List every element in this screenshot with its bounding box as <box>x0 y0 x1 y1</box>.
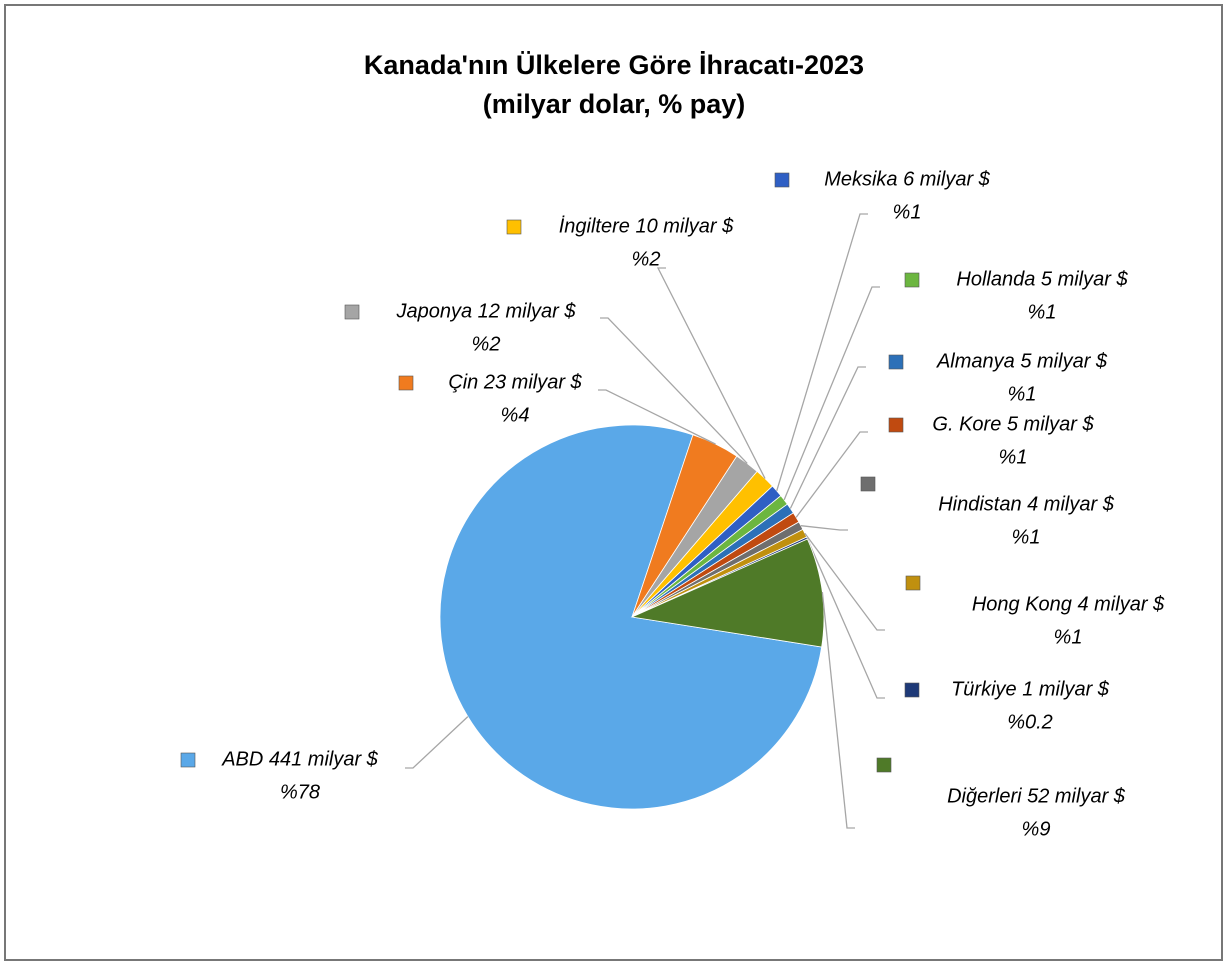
data-label: İngiltere 10 milyar $ <box>559 215 734 237</box>
share-label: %4 <box>501 404 530 426</box>
data-label: Hollanda 5 milyar $ <box>956 268 1128 290</box>
leader-line <box>789 366 866 509</box>
share-label: %9 <box>1022 818 1051 840</box>
data-label: Almanya 5 milyar $ <box>936 350 1108 372</box>
legend-swatch <box>904 682 920 698</box>
data-label: Diğerleri 52 milyar $ <box>947 785 1126 807</box>
leader-line <box>598 389 716 445</box>
chart-subtitle: (milyar dolar, % pay) <box>483 89 746 119</box>
leader-line <box>656 267 766 479</box>
legend-swatch <box>888 354 904 370</box>
share-label: %1 <box>1008 383 1037 405</box>
data-label: Hindistan 4 milyar $ <box>938 493 1115 515</box>
legend-swatch <box>876 757 892 773</box>
legend-swatch <box>888 417 904 433</box>
leader-line <box>804 532 885 631</box>
data-label: ABD 441 milyar $ <box>221 748 378 770</box>
pie-slice <box>630 538 825 648</box>
data-label: Türkiye 1 milyar $ <box>951 678 1110 700</box>
share-label: %2 <box>632 248 661 270</box>
legend-swatch <box>860 476 876 492</box>
share-label: %1 <box>1028 301 1057 323</box>
leader-line <box>783 286 880 501</box>
share-label: %1 <box>1054 626 1083 648</box>
leader-line <box>806 537 885 699</box>
data-label: Meksika 6 milyar $ <box>824 168 990 190</box>
legend-swatch <box>180 752 196 768</box>
legend-swatch <box>344 304 360 320</box>
data-label: Çin 23 milyar $ <box>448 371 582 393</box>
share-label: %78 <box>280 781 320 803</box>
legend-swatch <box>774 172 790 188</box>
legend-swatch <box>506 219 522 235</box>
share-label: %1 <box>999 446 1028 468</box>
chart-title: Kanada'nın Ülkelere Göre İhracatı-2023 <box>364 50 864 80</box>
legend-swatch <box>398 375 414 391</box>
leader-line <box>795 431 868 518</box>
leader-line <box>800 525 848 531</box>
legend-swatch <box>905 575 921 591</box>
share-label: %0.2 <box>1007 711 1053 733</box>
leader-line <box>821 591 855 829</box>
data-label: G. Kore 5 milyar $ <box>932 413 1094 435</box>
leader-line <box>405 716 469 769</box>
share-label: %2 <box>472 333 501 355</box>
share-label: %1 <box>1012 526 1041 548</box>
leader-line <box>600 317 748 464</box>
pie-slice <box>439 424 823 810</box>
data-label: Japonya 12 milyar $ <box>396 300 577 322</box>
leader-line <box>776 213 868 492</box>
data-label: Hong Kong 4 milyar $ <box>972 593 1165 615</box>
legend-swatch <box>904 272 920 288</box>
share-label: %1 <box>893 201 922 223</box>
